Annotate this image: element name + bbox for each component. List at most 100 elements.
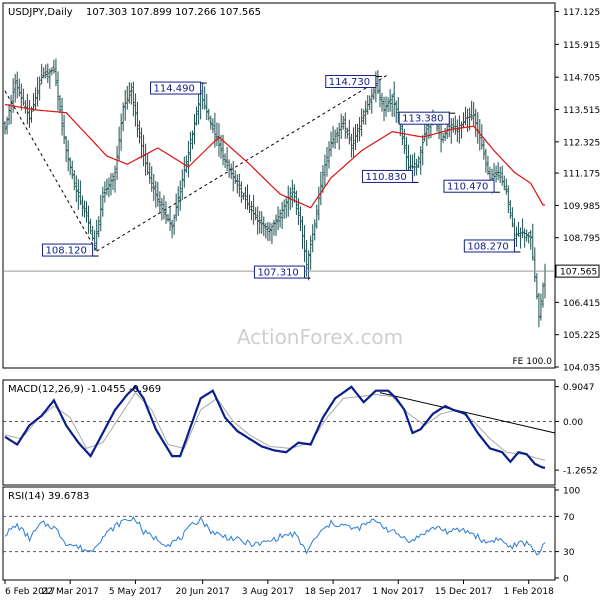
price-bar	[496, 162, 500, 181]
price-bar	[62, 114, 66, 144]
price-bar	[227, 159, 231, 178]
price-bar	[498, 166, 502, 184]
price-bar	[138, 120, 141, 144]
price-bar	[48, 68, 52, 89]
price-bar	[187, 140, 190, 178]
price-bar	[97, 216, 101, 238]
annotation-label: 114.490	[154, 84, 195, 95]
price-bar	[502, 175, 506, 191]
price-trendline	[4, 90, 98, 252]
price-bar	[262, 216, 266, 237]
price-bar	[119, 113, 123, 151]
price-y-tick-label: 112.325	[563, 138, 600, 148]
price-bar	[305, 239, 308, 277]
price-bar	[380, 92, 384, 112]
price-bar	[217, 123, 221, 157]
price-bar	[95, 219, 98, 251]
price-y-axis: 117.125 115.915 114.705 113.515 112.325 111.1…	[555, 8, 600, 374]
price-y-tick-label: 113.515	[563, 106, 600, 116]
price-bar	[472, 101, 475, 127]
price-bar	[79, 180, 82, 206]
price-bar	[162, 195, 166, 220]
price-title: USDJPY,Daily	[8, 7, 73, 18]
price-bar	[170, 219, 174, 239]
price-bar	[339, 113, 343, 139]
price-bar	[160, 197, 164, 221]
price-bar	[101, 186, 105, 217]
price-bar	[356, 123, 359, 143]
price-bar	[203, 86, 206, 110]
macd-title: MACD(12,26,9) -1.0455 -0.969	[8, 384, 161, 395]
price-bar	[254, 207, 257, 221]
price-bar	[164, 201, 168, 224]
price-bar	[236, 174, 239, 194]
price-bar	[362, 109, 365, 125]
rsi-title: RSI(14) 39.6783	[8, 491, 89, 502]
price-bar	[384, 96, 388, 117]
price-bar	[172, 214, 176, 235]
price-bar	[315, 204, 319, 229]
price-bar	[185, 155, 188, 173]
price-bar	[344, 112, 347, 139]
price-bar	[130, 82, 133, 105]
price-bar	[256, 206, 259, 235]
price-bar	[252, 194, 255, 225]
price-bar	[85, 201, 88, 223]
price-bar	[407, 144, 410, 174]
annotation-label: 107.310	[257, 268, 298, 279]
price-y-tick-label: 105.225	[563, 331, 600, 341]
price-bar	[509, 200, 512, 220]
annotation-label: 108.120	[46, 246, 87, 257]
price-bar	[128, 82, 131, 104]
price-bar	[270, 223, 274, 245]
price-bar	[358, 117, 361, 142]
annotation-box	[42, 243, 94, 257]
price-bar	[77, 179, 80, 210]
price-bar	[209, 115, 213, 130]
x-tick-label: 1 Nov 2017	[372, 587, 424, 597]
price-bar	[331, 126, 335, 149]
price-bar	[309, 235, 312, 270]
price-bar	[394, 100, 398, 123]
price-bar	[154, 180, 158, 208]
price-bar	[70, 160, 74, 180]
price-bar	[115, 145, 119, 180]
price-bar	[231, 161, 235, 192]
rsi-y-tick-label: 100	[563, 487, 580, 497]
price-bar	[248, 194, 251, 214]
price-bar	[368, 95, 372, 111]
price-y-tick-label: 108.795	[563, 234, 600, 244]
price-bar	[325, 146, 329, 177]
price-bar	[58, 95, 62, 113]
x-tick-label: 6 Feb 2017	[5, 587, 55, 597]
macd-y-axis: 0.9047 0.00 -1.2652	[555, 383, 598, 477]
price-bar	[417, 155, 420, 168]
rsi-y-tick-label: 30	[563, 548, 575, 558]
price-bar	[333, 129, 337, 149]
price-bar	[364, 100, 367, 125]
price-y-tick-label: 114.705	[563, 74, 600, 84]
annotation-label: 110.470	[447, 182, 488, 193]
price-bar	[378, 79, 382, 108]
price-bar	[117, 126, 121, 162]
price-bar	[64, 136, 68, 163]
price-bar	[225, 147, 229, 171]
price-bar	[346, 127, 349, 139]
price-y-tick-label: 106.415	[563, 299, 600, 309]
price-bar	[476, 112, 480, 144]
price-bar	[405, 137, 408, 171]
price-bar	[482, 139, 486, 160]
price-bar	[11, 78, 15, 113]
price-bar	[207, 108, 211, 121]
price-bar	[93, 230, 96, 251]
annotation-box	[325, 75, 377, 89]
rsi-y-axis: 100 70 30 0	[555, 487, 580, 585]
price-bar	[22, 88, 25, 106]
price-bar	[152, 174, 156, 201]
price-bar	[68, 157, 72, 176]
price-bar	[121, 102, 125, 132]
price-bar	[195, 106, 198, 126]
price-bar	[223, 153, 227, 169]
